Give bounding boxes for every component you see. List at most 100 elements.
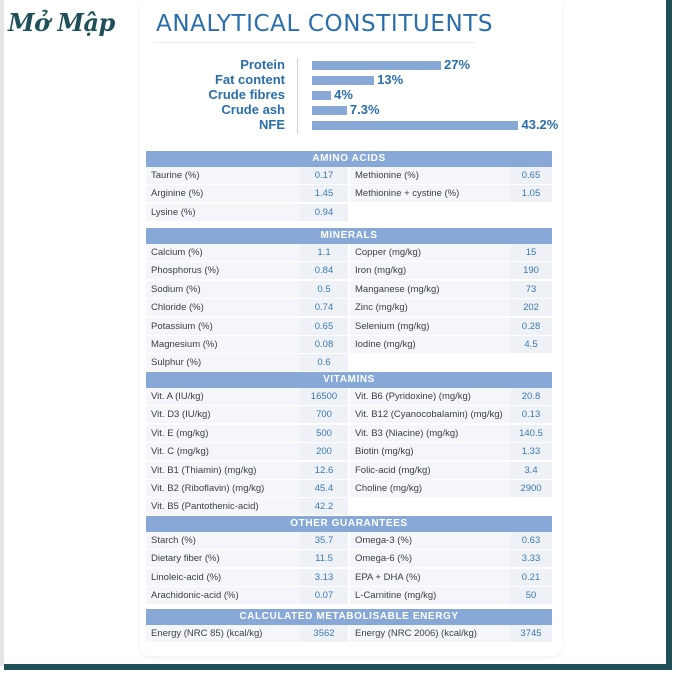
nutrient-value: 16500 bbox=[300, 388, 348, 405]
left-edge-strip bbox=[0, 0, 4, 666]
table-row: Dietary fiber (%) 11.5 Omega-6 (%) 3.33 bbox=[146, 550, 552, 569]
nutrient-label: Folic-acid (mg/kg) bbox=[350, 461, 510, 479]
nutrient-value: 1.33 bbox=[510, 443, 552, 461]
nutrient-value: 1.45 bbox=[300, 185, 348, 203]
nutrient-value: 3745 bbox=[510, 625, 552, 642]
table-row: Potassium (%) 0.65 Selenium (mg/kg) 0.28 bbox=[146, 317, 552, 336]
table-row: Arginine (%) 1.45 Methionine + cystine (%)… bbox=[146, 185, 552, 204]
nutrient-label: Energy (NRC 85) (kcal/kg) bbox=[146, 625, 300, 642]
nutrient-value: 0.07 bbox=[300, 587, 348, 605]
frame-border-bottom bbox=[4, 664, 672, 670]
nutrient-label: Calcium (%) bbox=[146, 244, 300, 261]
nutrient-value: 0.65 bbox=[300, 317, 348, 335]
nutrient-value: 3.4 bbox=[510, 461, 552, 479]
nutrient-value: 1.1 bbox=[300, 244, 348, 261]
nutrient-label bbox=[350, 498, 510, 515]
nutrient-value: 3.13 bbox=[300, 568, 348, 586]
nutrient-label: Sulphur (%) bbox=[146, 354, 300, 372]
nutrient-value: 200 bbox=[300, 443, 348, 461]
table-row: Vit. B5 (Pantothenic-acid) 42.2 bbox=[146, 498, 552, 517]
table-row: Starch (%) 35.7 Omega-3 (%) 0.63 bbox=[146, 532, 552, 551]
bar bbox=[312, 106, 347, 115]
nutrient-value: 20.8 bbox=[510, 388, 552, 405]
nutrient-label bbox=[350, 354, 510, 371]
nutrient-label: EPA + DHA (%) bbox=[350, 568, 510, 586]
nutrient-value: 0.84 bbox=[300, 262, 348, 280]
nutrient-value: 3.33 bbox=[510, 550, 552, 568]
nutrient-label: Arachidonic-acid (%) bbox=[146, 587, 300, 605]
table-row: Chloride (%) 0.74 Zinc (mg/kg) 202 bbox=[146, 299, 552, 318]
nutrient-value: 0.08 bbox=[300, 335, 348, 353]
table-row: Calcium (%) 1.1 Copper (mg/kg) 15 bbox=[146, 244, 552, 263]
nutrient-label: Methionine (%) bbox=[350, 167, 510, 184]
title-divider bbox=[155, 42, 475, 43]
nutrient-value: 73 bbox=[510, 280, 552, 298]
nutrient-label: Potassium (%) bbox=[146, 317, 300, 335]
chart-axis-line bbox=[297, 58, 298, 134]
nutrient-label: Energy (NRC 2006) (kcal/kg) bbox=[350, 625, 510, 642]
bar-label: NFE bbox=[259, 117, 285, 132]
nutrient-value: 4.5 bbox=[510, 335, 552, 353]
nutrient-value: 0.63 bbox=[510, 532, 552, 549]
table-row: Vit. E (mg/kg) 500 Vit. B3 (Niacine) (mg/k… bbox=[146, 424, 552, 444]
nutrient-label: Zinc (mg/kg) bbox=[350, 299, 510, 317]
bar-value-label: 4% bbox=[334, 87, 353, 102]
nutrient-label: Vit. B1 (Thiamin) (mg/kg) bbox=[146, 461, 300, 479]
section-header: CALCULATED METABOLISABLE ENERGY bbox=[146, 609, 552, 625]
bar bbox=[312, 91, 332, 100]
nutrient-label: Dietary fiber (%) bbox=[146, 550, 300, 568]
nutrient-label: Vit. B3 (Niacine) (mg/kg) bbox=[350, 424, 510, 442]
nutrient-value bbox=[510, 354, 552, 371]
nutrient-label: Vit. B5 (Pantothenic-acid) bbox=[146, 498, 300, 516]
frame-border-right bbox=[666, 0, 672, 670]
nutrient-label: Manganese (mg/kg) bbox=[350, 280, 510, 298]
nutrient-label: Selenium (mg/kg) bbox=[350, 317, 510, 335]
nutrient-value: 2900 bbox=[510, 479, 552, 497]
nutrient-value: 12.6 bbox=[300, 461, 348, 479]
nutrient-value: 50 bbox=[510, 587, 552, 605]
nutrient-value: 35.7 bbox=[300, 532, 348, 549]
bar-label: Crude fibres bbox=[208, 87, 285, 102]
nutrient-value: 0.17 bbox=[300, 167, 348, 184]
nutrient-value: 15 bbox=[510, 244, 552, 261]
nutrient-value: 0.94 bbox=[300, 203, 348, 221]
section-minerals: MINERALS Calcium (%) 1.1 Copper (mg/kg) 15 Ph… bbox=[146, 228, 552, 373]
nutrient-value bbox=[510, 204, 552, 221]
nutrient-value: 500 bbox=[300, 424, 348, 442]
bar-value-label: 13% bbox=[377, 72, 404, 87]
bar bbox=[312, 61, 442, 70]
section-header: AMINO ACIDS bbox=[146, 151, 552, 167]
nutrient-label: Iron (mg/kg) bbox=[350, 262, 510, 280]
nutrient-value: 0.21 bbox=[510, 568, 552, 586]
nutrient-value bbox=[510, 498, 552, 515]
section-header: VITAMINS bbox=[146, 372, 552, 388]
table-row: Vit. A (IU/kg) 16500 Vit. B6 (Pyridoxine) … bbox=[146, 388, 552, 407]
nutrient-value: 202 bbox=[510, 299, 552, 317]
bar-label: Protein bbox=[240, 57, 285, 72]
nutrient-label: Omega-6 (%) bbox=[350, 550, 510, 568]
nutrient-label: Taurine (%) bbox=[146, 167, 300, 184]
nutrient-label: Vit. D3 (IU/kg) bbox=[146, 406, 300, 424]
nutrient-value: 190 bbox=[510, 262, 552, 280]
nutrient-value: 0.74 bbox=[300, 299, 348, 317]
section-vitamins: VITAMINS Vit. A (IU/kg) 16500 Vit. B6 (Pyri… bbox=[146, 372, 552, 517]
nutrient-label: Vit. B12 (Cyanocobalamin) (mg/kg) bbox=[350, 406, 510, 424]
bar-label: Crude ash bbox=[221, 102, 285, 117]
nutrient-label: Arginine (%) bbox=[146, 185, 300, 203]
nutrient-value: 0.6 bbox=[300, 354, 348, 372]
table-row: Energy (NRC 85) (kcal/kg) 3562 Energy (NRC… bbox=[146, 625, 552, 644]
section-header: OTHER GUARANTEES bbox=[146, 516, 552, 532]
bar bbox=[312, 76, 375, 85]
nutrient-value: 42.2 bbox=[300, 498, 348, 516]
nutrient-label: Methionine + cystine (%) bbox=[350, 185, 510, 203]
nutrient-label: Choline (mg/kg) bbox=[350, 479, 510, 497]
bar bbox=[312, 121, 519, 130]
nutrient-label: Vit. B2 (Riboflavin) (mg/kg) bbox=[146, 479, 300, 497]
nutrient-label: Starch (%) bbox=[146, 532, 300, 549]
bar-value-label: 7.3% bbox=[349, 102, 380, 117]
bar-value-label: 27% bbox=[444, 57, 471, 72]
nutrient-label: Copper (mg/kg) bbox=[350, 244, 510, 261]
nutrient-value: 11.5 bbox=[300, 550, 348, 568]
nutrient-label: Sodium (%) bbox=[146, 280, 300, 298]
